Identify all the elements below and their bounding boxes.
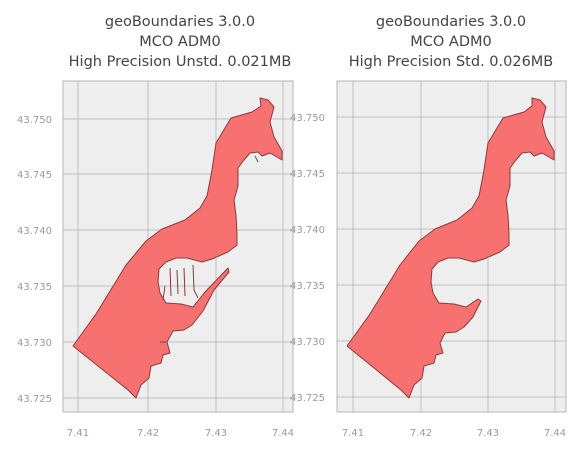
y-tick-label: 43.735 [17, 282, 52, 293]
map-title-unstd: geoBoundaries 3.0.0 MCO ADM0 High Precis… [40, 12, 320, 72]
title-line-3: High Precision Unstd. 0.021MB [68, 54, 292, 70]
x-tick-label: 7.41 [67, 428, 89, 439]
y-tick-labels: 43.750 43.745 43.740 43.735 43.730 43.72… [17, 115, 52, 405]
y-tick-label: 43.735 [290, 281, 325, 292]
y-tick-label: 43.725 [17, 394, 52, 405]
x-tick-label: 7.44 [272, 428, 294, 439]
x-tick-labels: 7.41 7.42 7.43 7.44 [67, 428, 294, 439]
piers [160, 155, 259, 343]
y-tick-label: 43.740 [290, 225, 325, 236]
y-tick-label: 43.730 [290, 337, 325, 348]
y-tick-label: 43.750 [17, 115, 52, 126]
x-tick-label: 7.43 [477, 428, 499, 439]
x-tick-label: 7.41 [342, 428, 364, 439]
title-line-2: MCO ADM0 [139, 34, 221, 50]
map-panel-std: 43.750 43.745 43.740 43.735 43.730 43.72… [290, 80, 567, 439]
x-tick-label: 7.43 [205, 428, 227, 439]
map-panel-unstd: 43.750 43.745 43.740 43.735 43.730 43.72… [17, 80, 294, 439]
y-tick-label: 43.745 [290, 169, 325, 180]
x-tick-label: 7.42 [137, 428, 159, 439]
y-tick-label: 43.745 [17, 170, 52, 181]
title-line-1: geoBoundaries 3.0.0 [104, 14, 256, 30]
x-tick-labels: 7.41 7.42 7.43 7.44 [342, 428, 566, 439]
title-line-1: geoBoundaries 3.0.0 [375, 14, 527, 30]
y-tick-label: 43.725 [290, 393, 325, 404]
country-boundary-shape [72, 97, 283, 399]
country-boundary-shape [346, 97, 555, 399]
x-tick-label: 7.44 [544, 428, 566, 439]
y-tick-labels: 43.750 43.745 43.740 43.735 43.730 43.72… [290, 113, 325, 404]
x-tick-label: 7.42 [410, 428, 432, 439]
y-tick-label: 43.750 [290, 113, 325, 124]
y-tick-label: 43.730 [17, 338, 52, 349]
map-title-std: geoBoundaries 3.0.0 MCO ADM0 High Precis… [310, 12, 582, 72]
title-line-2: MCO ADM0 [410, 34, 492, 50]
y-tick-label: 43.740 [17, 226, 52, 237]
title-line-3: High Precision Std. 0.026MB [348, 54, 554, 70]
